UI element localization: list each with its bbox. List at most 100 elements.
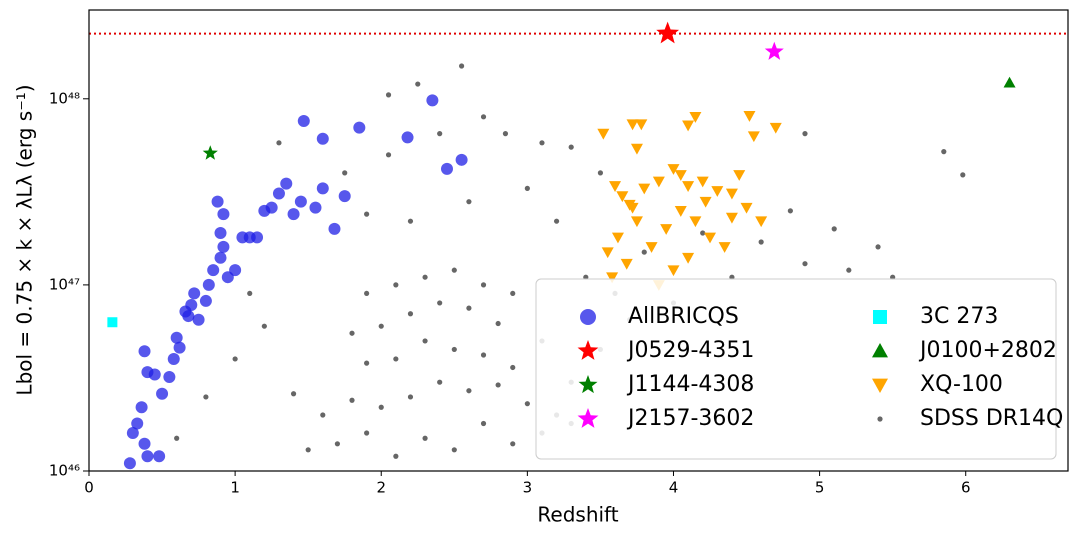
point (510, 290, 516, 297)
series (597, 111, 782, 291)
marker (280, 177, 293, 190)
point (524, 185, 530, 191)
y-tick-label: 10⁴⁶ (49, 462, 80, 480)
point (407, 218, 414, 224)
legend-label: J0100+2802 (918, 338, 1057, 363)
marker (689, 216, 702, 228)
legend-label: J0529-4351 (626, 338, 754, 363)
marker (682, 181, 695, 192)
point (846, 267, 852, 273)
x-tick-label: 6 (961, 479, 971, 497)
marker (711, 186, 724, 197)
marker (214, 251, 227, 264)
marker (611, 232, 624, 244)
x-tick-label: 5 (815, 479, 825, 497)
marker (630, 216, 643, 228)
legend-label: J2157-3602 (626, 406, 754, 431)
marker (682, 252, 695, 264)
point (960, 172, 966, 178)
point (378, 404, 384, 410)
marker (652, 176, 665, 188)
marker (620, 258, 633, 270)
series (107, 317, 118, 328)
series (656, 21, 680, 44)
point (393, 356, 399, 362)
point (641, 249, 647, 255)
marker (243, 231, 256, 244)
marker (135, 401, 148, 414)
x-tick-label: 2 (376, 479, 386, 497)
point (510, 364, 516, 371)
marker (217, 240, 230, 253)
point (261, 323, 267, 329)
marker (616, 191, 629, 203)
legend-box (535, 278, 1057, 460)
point (349, 397, 355, 403)
marker (153, 450, 166, 463)
marker (626, 202, 639, 214)
series (202, 145, 218, 160)
point (495, 320, 501, 327)
point (480, 282, 487, 288)
marker (167, 352, 180, 365)
marker (630, 143, 643, 155)
marker (179, 305, 192, 318)
legend: AllBRICQS J0529-4351 J1144-4308 J2157-3602 3… (535, 278, 1063, 460)
marker (635, 119, 648, 131)
marker (426, 94, 439, 107)
marker (667, 164, 680, 175)
point (451, 267, 457, 273)
marker (682, 120, 695, 132)
marker (265, 201, 278, 214)
point (451, 447, 457, 453)
y-tick-label: 10⁴⁷ (49, 275, 80, 293)
marker (192, 313, 205, 326)
axes-frame (88, 9, 1069, 472)
point (349, 330, 355, 336)
point (320, 412, 326, 418)
legend-label: SDSS DR14Q (920, 406, 1063, 431)
marker (645, 242, 658, 253)
point (553, 218, 560, 224)
point (437, 131, 443, 137)
marker (148, 368, 161, 381)
marker (704, 232, 717, 244)
marker (328, 222, 341, 235)
marker (126, 427, 139, 440)
marker (674, 170, 687, 181)
point (364, 290, 370, 297)
point (480, 420, 487, 427)
point (787, 208, 793, 214)
marker (577, 340, 599, 360)
marker (580, 309, 596, 325)
point (385, 152, 392, 158)
marker (138, 437, 151, 450)
point (364, 360, 370, 366)
series (123, 94, 468, 470)
marker (353, 121, 366, 134)
legend-label: AllBRICQS (628, 304, 739, 329)
point (466, 388, 472, 394)
marker (229, 264, 242, 277)
marker (769, 122, 782, 134)
point (342, 170, 348, 176)
point (407, 394, 414, 400)
marker (309, 201, 322, 214)
marker (202, 278, 215, 291)
marker (733, 170, 746, 181)
point (364, 430, 370, 436)
point (437, 379, 443, 385)
point (466, 199, 472, 205)
marker (725, 188, 738, 200)
marker (725, 212, 738, 224)
legend-label: 3C 273 (920, 304, 998, 329)
point (802, 261, 808, 267)
marker (217, 208, 230, 221)
point (597, 170, 604, 176)
marker (287, 208, 300, 221)
point (831, 226, 837, 232)
marker (211, 195, 224, 208)
marker (660, 224, 673, 235)
point (941, 149, 947, 155)
